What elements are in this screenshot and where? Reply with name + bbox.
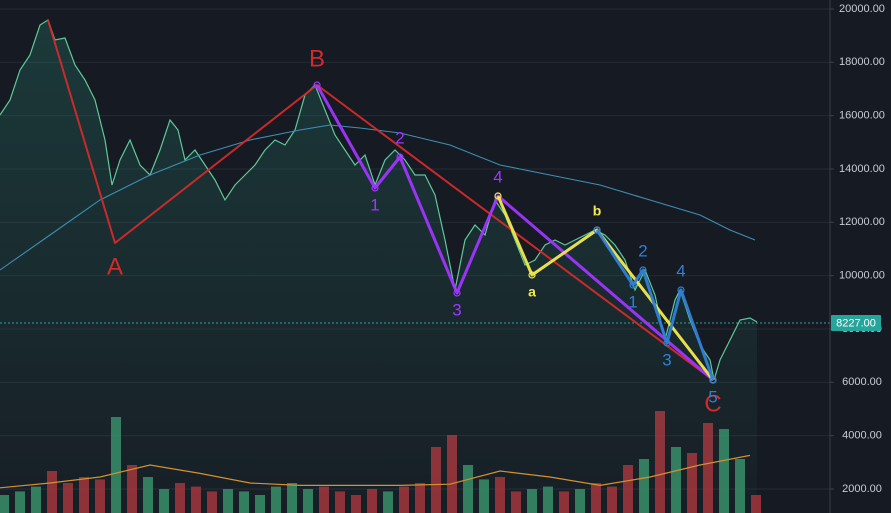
last-price-label: 8227.00 bbox=[836, 317, 876, 329]
y-tick-label: 6000.00 bbox=[842, 376, 882, 388]
price-axis bbox=[830, 0, 891, 513]
waves: A B C 1 2 3 4 a b 1 2 3 4 5 bbox=[47, 19, 722, 417]
y-tick-label: 4000.00 bbox=[842, 430, 882, 442]
wave-point bbox=[396, 153, 404, 161]
wave-point bbox=[453, 289, 461, 297]
last-price-box bbox=[831, 314, 881, 331]
wave-label: 5 bbox=[708, 387, 717, 406]
y-tick-label: 12000.00 bbox=[839, 216, 885, 228]
wave-label: 2 bbox=[395, 128, 404, 147]
moving-average bbox=[0, 124, 756, 271]
y-tick-label: 14000.00 bbox=[839, 163, 885, 175]
wave-point bbox=[313, 81, 321, 89]
wave-point bbox=[709, 376, 717, 384]
wave-point bbox=[528, 271, 536, 279]
wave-point bbox=[677, 286, 685, 294]
wave-label: 1 bbox=[628, 292, 637, 311]
wave-label: A bbox=[107, 253, 123, 280]
wave-line bbox=[315, 84, 714, 382]
wave-label: b bbox=[593, 203, 602, 219]
wave-label: 4 bbox=[676, 261, 685, 280]
y-tick-label: 10000.00 bbox=[839, 270, 885, 282]
wave-label: B bbox=[309, 45, 325, 72]
wave-label: 3 bbox=[662, 350, 671, 369]
wave-point bbox=[593, 226, 601, 234]
price-area bbox=[0, 19, 757, 513]
wave-point bbox=[494, 192, 502, 200]
wave-point bbox=[371, 184, 379, 192]
wave-point bbox=[663, 339, 671, 347]
wave-label: 2 bbox=[638, 241, 647, 260]
wave-label: 4 bbox=[493, 167, 502, 186]
y-tick-label: 16000.00 bbox=[839, 110, 885, 122]
axis-labels: 2000.004000.006000.008000.0010000.001200… bbox=[830, 3, 885, 495]
wave-point bbox=[639, 266, 647, 274]
wave-label: 3 bbox=[452, 300, 461, 319]
wave-line bbox=[595, 229, 715, 381]
wave-label: 1 bbox=[370, 195, 379, 214]
y-tick-label: 2000.00 bbox=[842, 483, 882, 495]
wave-label: a bbox=[528, 284, 536, 300]
wave-label: C bbox=[704, 390, 721, 417]
wave-point bbox=[629, 281, 637, 289]
y-tick-label: 18000.00 bbox=[839, 56, 885, 68]
y-tick-label: 20000.00 bbox=[839, 3, 885, 15]
